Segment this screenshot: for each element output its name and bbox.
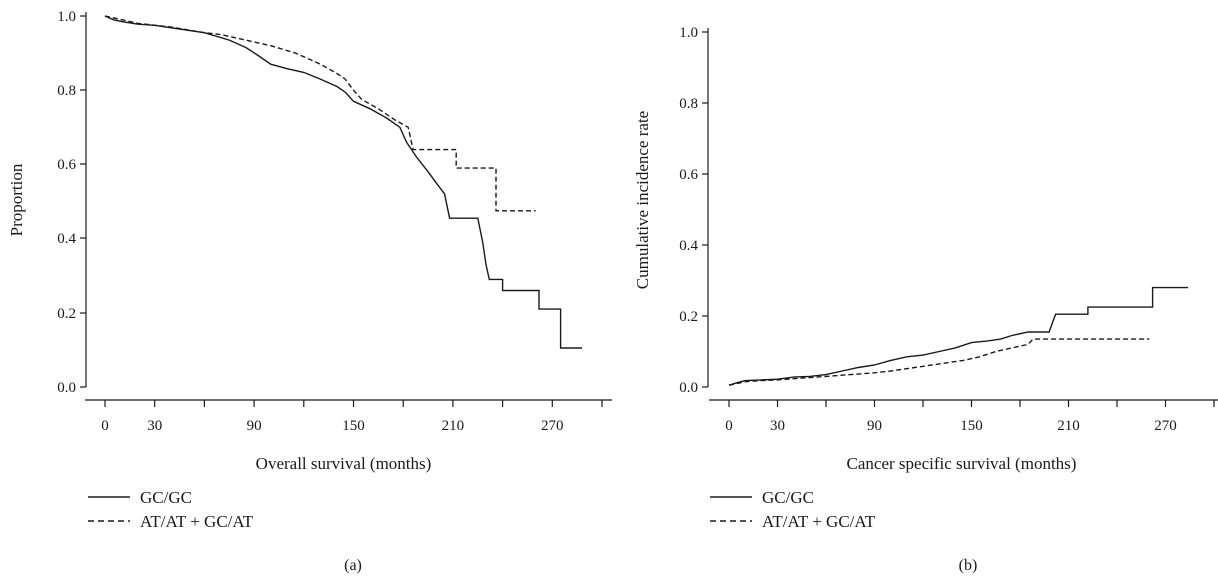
x-tick-label: 30	[770, 418, 785, 434]
y-tick-label: 0.8	[679, 96, 698, 112]
series-line-gc-gc	[728, 286, 1189, 386]
legend: GC/GC AT/AT + GC/AT	[710, 488, 876, 531]
x-axis-title: Cancer specific survival (months)	[847, 454, 1077, 473]
y-tick-label: 0.4	[679, 238, 698, 254]
y-tick-label: 0.6	[679, 167, 698, 183]
x-tick-label: 270	[1154, 418, 1177, 434]
x-tick-label: 30	[147, 418, 162, 434]
panel-label: (b)	[959, 557, 978, 574]
x-tick-label: 0	[101, 418, 109, 434]
chart-panel-a: 0.0 0.2 0.4 0.6 0.8 1.0 0 30 90 150 210 270 Overall …	[7, 9, 612, 574]
x-tick-label: 210	[1057, 418, 1080, 434]
series-line-gc-gc	[104, 15, 583, 349]
legend-label: AT/AT + GC/AT	[762, 512, 876, 531]
y-tick-label: 0.4	[57, 231, 76, 247]
y-axis-title: Proportion	[7, 163, 26, 236]
legend-label: GC/GC	[140, 488, 192, 507]
legend: GC/GC AT/AT + GC/AT	[88, 488, 254, 531]
x-tick-label: 150	[960, 418, 983, 434]
legend-label: AT/AT + GC/AT	[140, 512, 254, 531]
series-line-at-at-gc-at	[104, 15, 536, 212]
y-tick-label: 1.0	[679, 25, 698, 41]
y-tick-label: 0.0	[57, 380, 76, 396]
x-tick-label: 270	[541, 418, 564, 434]
y-tick-label: 0.6	[57, 157, 76, 173]
y-tick-label: 0.8	[57, 83, 76, 99]
x-tick-label: 90	[867, 418, 882, 434]
panel-label: (a)	[344, 557, 362, 574]
y-tick-label: 0.2	[679, 309, 698, 325]
legend-label: GC/GC	[762, 488, 814, 507]
x-tick-label: 210	[442, 418, 465, 434]
y-axis-title: Cumulative incidence rate	[633, 111, 652, 289]
y-tick-label: 0.0	[679, 380, 698, 396]
x-tick-label: 0	[725, 418, 733, 434]
y-tick-label: 1.0	[57, 9, 76, 25]
series-line-at-at-gc-at	[728, 338, 1150, 386]
x-axis-title: Overall survival (months)	[256, 454, 432, 473]
x-tick-label: 90	[247, 418, 262, 434]
chart-panel-b: 0.0 0.2 0.4 0.6 0.8 1.0 0 30 90 150 210 270 Cancer s…	[633, 25, 1218, 574]
y-tick-label: 0.2	[57, 306, 76, 322]
x-tick-label: 150	[342, 418, 365, 434]
